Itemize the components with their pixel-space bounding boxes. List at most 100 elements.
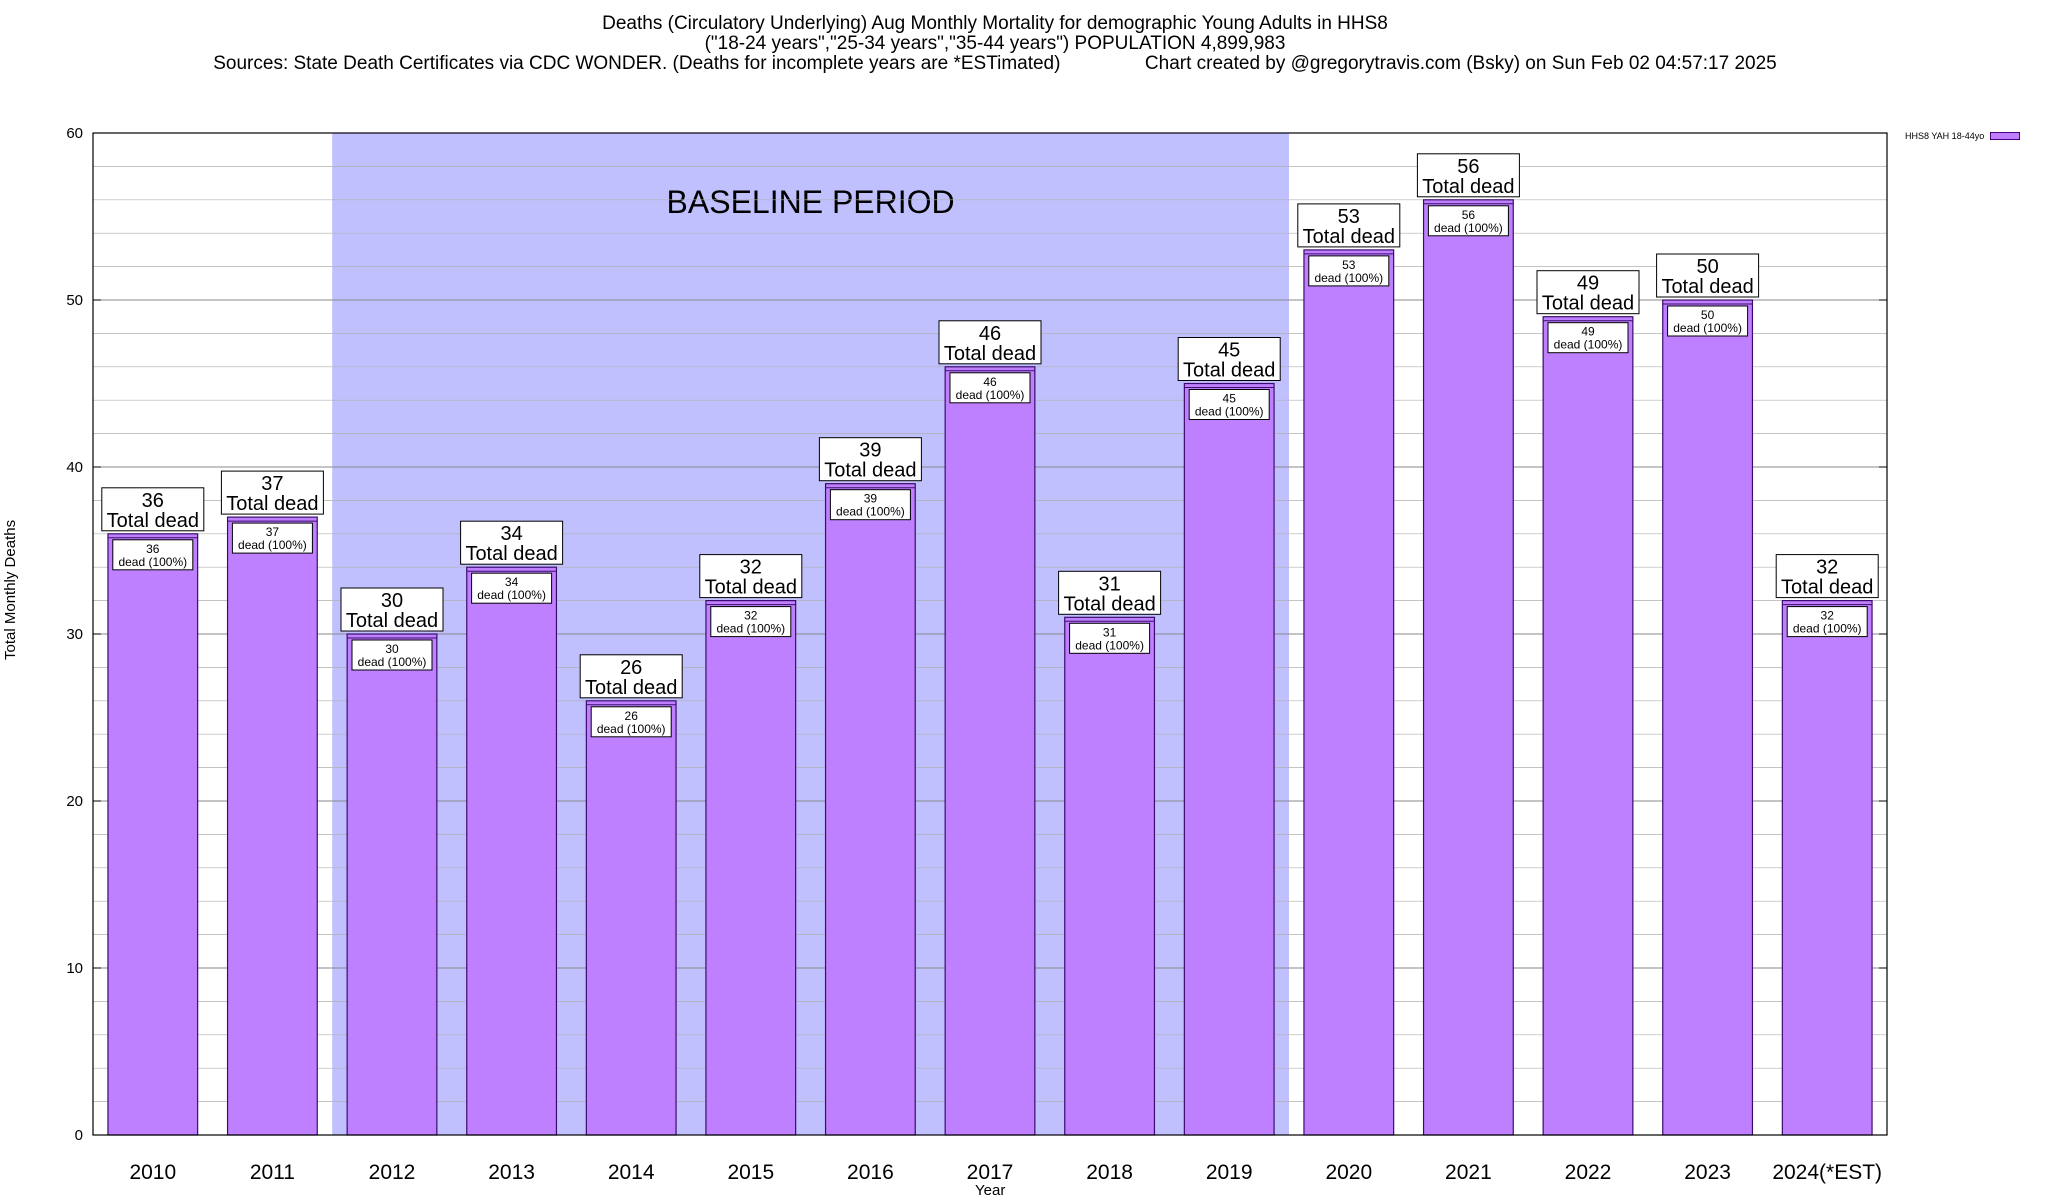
inner-value-label: 30 <box>385 642 399 656</box>
total-label-box <box>938 320 1042 365</box>
total-dead-label: Total dead <box>1542 293 1634 315</box>
bar-2018 <box>1064 616 1156 1136</box>
inner-percent-label: dead (100%) <box>1673 321 1742 335</box>
inner-value-label: 46 <box>983 375 997 389</box>
total-dead-label: Total dead <box>824 460 916 482</box>
inner-percent-label: dead (100%) <box>1434 221 1503 235</box>
total-dead-label: Total dead <box>107 510 199 532</box>
total-value-label: 32 <box>1816 557 1838 579</box>
inner-label-box <box>1547 322 1629 354</box>
inner-label-box <box>590 706 672 738</box>
x-tick-label: 2019 <box>1206 1161 1253 1184</box>
bar-2010 <box>107 533 199 1136</box>
bar-2020 <box>1303 249 1395 1136</box>
inner-label-box <box>471 572 553 604</box>
total-dead-label: Total dead <box>1661 276 1753 298</box>
inner-value-label: 34 <box>505 575 519 589</box>
total-label-box <box>1177 337 1281 381</box>
inner-percent-label: dead (100%) <box>1195 405 1264 419</box>
x-tick-label: 2016 <box>847 1161 894 1184</box>
inner-value-label: 32 <box>744 609 758 623</box>
inner-label-box <box>1667 305 1749 337</box>
bar-2015 <box>705 599 797 1136</box>
y-tick-label: 0 <box>75 1127 83 1144</box>
total-label-box <box>1775 554 1879 599</box>
inner-value-label: 56 <box>1462 208 1476 222</box>
total-label-box <box>1058 570 1162 615</box>
x-tick-label: 2017 <box>967 1161 1014 1184</box>
y-tick-label: 50 <box>66 292 83 309</box>
inner-value-label: 36 <box>146 542 160 556</box>
total-label-box <box>699 554 803 599</box>
total-dead-label: Total dead <box>346 610 438 632</box>
total-label-box <box>101 487 205 532</box>
total-label-box <box>818 437 922 482</box>
inner-value-label: 37 <box>266 525 280 539</box>
total-value-label: 45 <box>1218 340 1240 362</box>
inner-label-box <box>1308 255 1390 287</box>
bar-2012 <box>346 633 438 1136</box>
inner-value-label: 31 <box>1103 625 1117 639</box>
baseline-period-label: BASELINE PERIOD <box>667 184 955 220</box>
inner-value-label: 32 <box>1821 609 1835 623</box>
total-value-label: 32 <box>740 557 762 579</box>
inner-percent-label: dead (100%) <box>238 538 307 552</box>
x-tick-label: 2015 <box>727 1161 774 1184</box>
total-value-label: 56 <box>1457 156 1479 178</box>
total-value-label: 49 <box>1577 273 1599 295</box>
total-dead-label: Total dead <box>465 543 557 565</box>
bar-2023 <box>1662 299 1754 1136</box>
legend-swatch <box>1990 132 2021 140</box>
x-tick-label: 2022 <box>1565 1161 1612 1184</box>
x-tick-label: 2012 <box>369 1161 416 1184</box>
bar-2021 <box>1422 199 1514 1136</box>
inner-percent-label: dead (100%) <box>358 655 427 669</box>
total-dead-label: Total dead <box>226 493 318 515</box>
inner-label-box <box>949 372 1031 404</box>
bar-2014 <box>585 700 677 1136</box>
inner-percent-label: dead (100%) <box>1554 338 1623 352</box>
total-dead-label: Total dead <box>1781 577 1873 599</box>
inner-label-box <box>829 489 911 521</box>
inner-value-label: 49 <box>1581 325 1595 339</box>
inner-label-box <box>710 606 792 638</box>
total-value-label: 30 <box>381 590 403 612</box>
total-value-label: 53 <box>1338 206 1360 228</box>
total-dead-label: Total dead <box>1303 226 1395 248</box>
inner-percent-label: dead (100%) <box>597 722 666 736</box>
bar-2016 <box>824 483 916 1136</box>
bar-2013 <box>466 566 558 1136</box>
inner-label-box <box>1786 606 1868 638</box>
inner-label-box <box>1427 205 1509 237</box>
total-dead-label: Total dead <box>705 577 797 599</box>
legend: HHS8 YAH 18-44yo <box>1905 131 2021 141</box>
inner-label-box <box>351 639 433 671</box>
x-axis-label: Year <box>975 1182 1006 1199</box>
inner-value-label: 39 <box>864 492 878 506</box>
y-axis-label: Total Monthly Deaths <box>2 519 19 660</box>
total-value-label: 26 <box>620 657 642 679</box>
total-label-box <box>1416 153 1520 198</box>
inner-percent-label: dead (100%) <box>1075 638 1144 652</box>
total-value-label: 37 <box>261 473 283 495</box>
legend-label: HHS8 YAH 18-44yo <box>1905 131 1985 141</box>
bar-2019 <box>1183 382 1275 1136</box>
total-dead-label: Total dead <box>1063 593 1155 615</box>
total-label-box <box>340 587 444 632</box>
inner-percent-label: dead (100%) <box>118 555 187 569</box>
x-tick-label: 2023 <box>1684 1161 1731 1184</box>
bar-2022 <box>1542 316 1634 1136</box>
inner-percent-label: dead (100%) <box>836 505 905 519</box>
total-dead-label: Total dead <box>585 677 677 699</box>
inner-label-box <box>1188 389 1270 420</box>
bar-2017 <box>944 366 1036 1136</box>
x-tick-label: 2014 <box>608 1161 655 1184</box>
x-tick-label: 2021 <box>1445 1161 1492 1184</box>
x-tick-label: 2013 <box>488 1161 535 1184</box>
total-value-label: 39 <box>859 440 881 462</box>
inner-value-label: 50 <box>1701 308 1715 322</box>
total-label-box <box>1297 203 1401 248</box>
inner-value-label: 26 <box>625 709 639 723</box>
inner-label-box <box>1069 622 1151 654</box>
